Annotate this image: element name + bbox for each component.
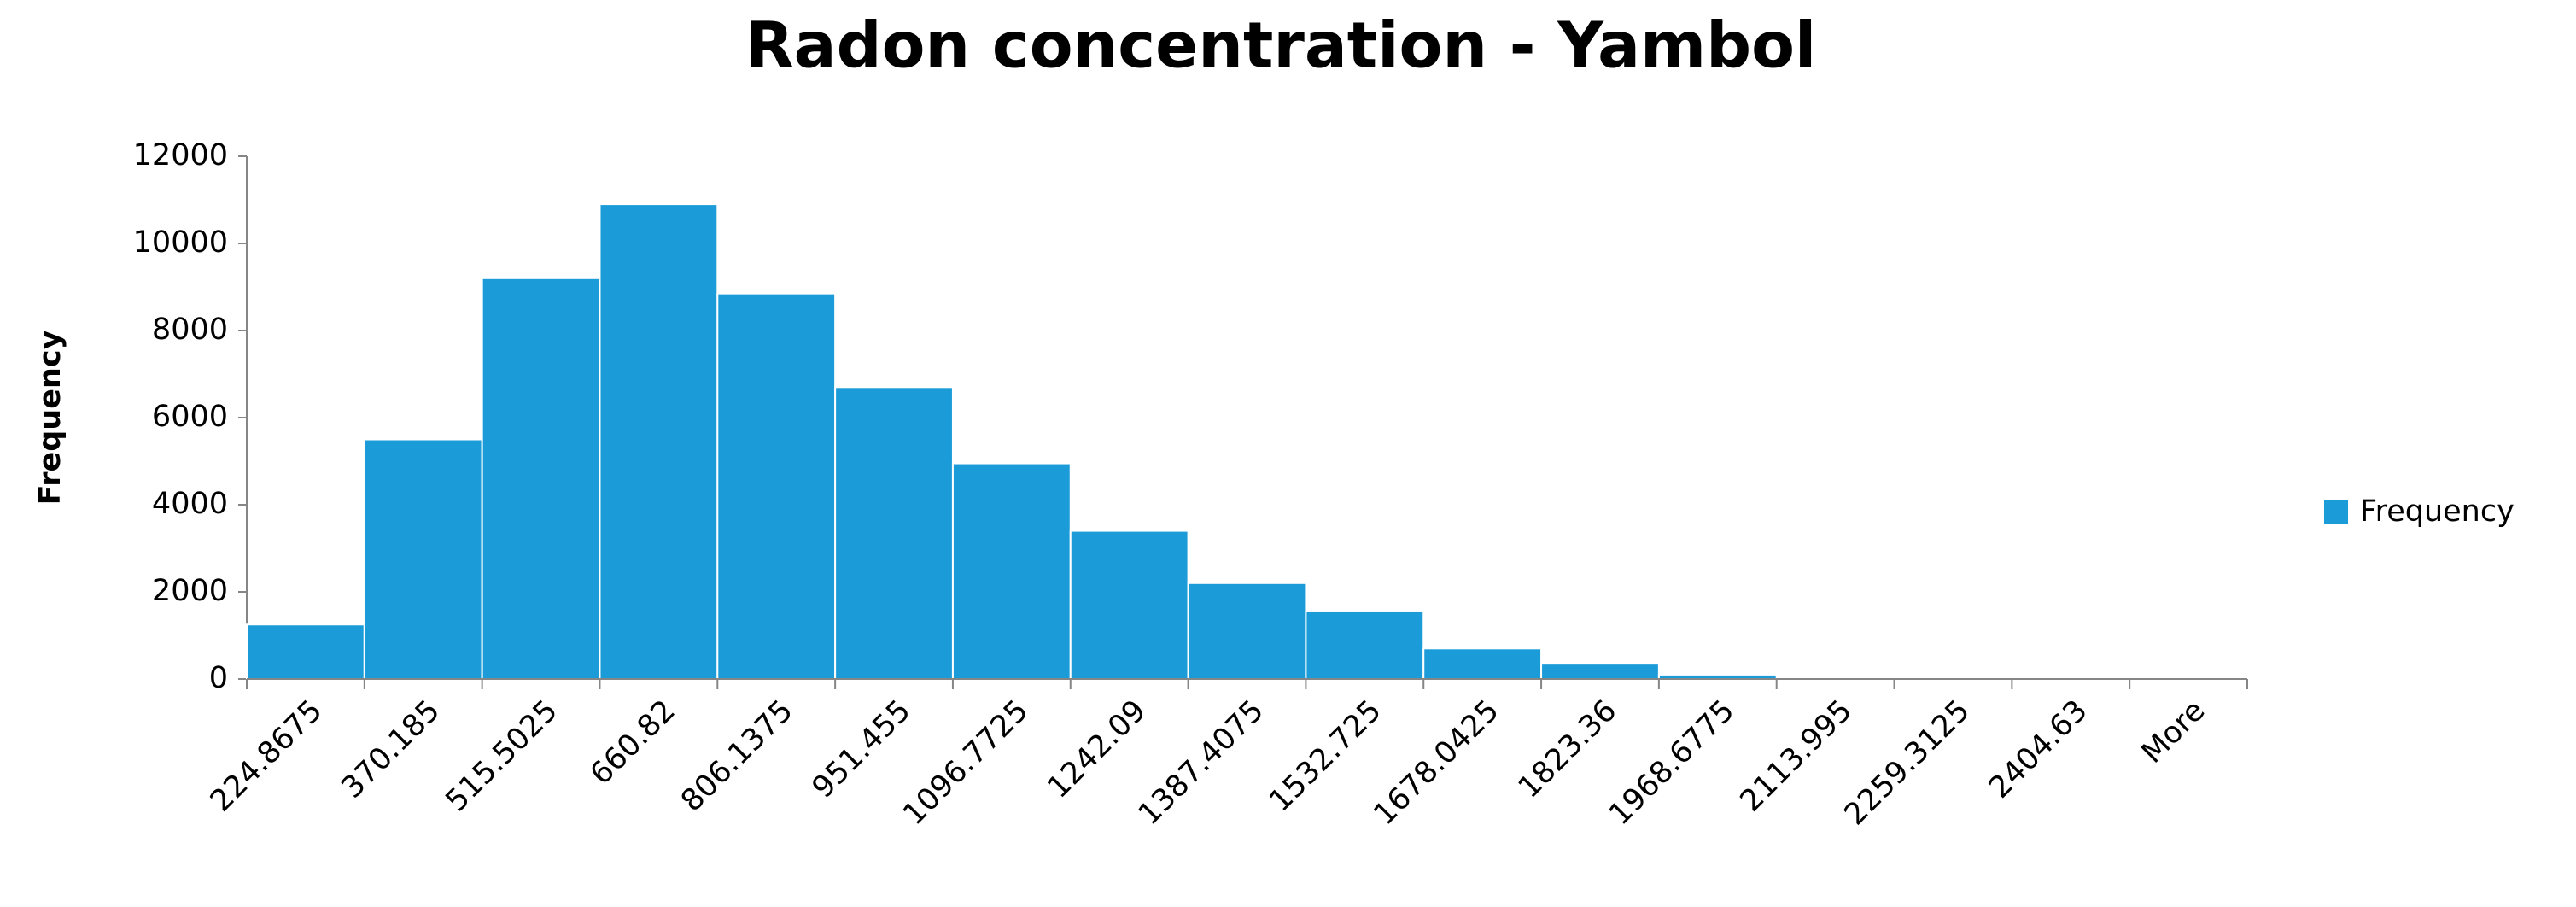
y-tick-label: 0	[209, 661, 228, 695]
bar	[363, 438, 483, 680]
bar	[1187, 582, 1307, 680]
y-tick-label: 4000	[152, 487, 228, 521]
x-tick-label: 370.185	[336, 693, 447, 805]
x-tick-label: 2404.63	[1983, 693, 2094, 805]
x-tick-label: More	[2135, 693, 2212, 770]
bar	[951, 462, 1072, 680]
x-tick-label: 1678.0425	[1367, 693, 1505, 832]
x-tick-label: 660.82	[584, 693, 682, 792]
y-tick-label: 12000	[133, 138, 228, 173]
bar	[1422, 647, 1543, 680]
bar	[834, 386, 954, 680]
y-tick-label: 2000	[152, 574, 228, 608]
x-tick-label: 1242.09	[1041, 693, 1153, 805]
y-tick-label: 8000	[152, 313, 228, 347]
x-tick-label: 1823.36	[1512, 693, 1624, 805]
x-tick-label: 2259.3125	[1838, 693, 1977, 832]
bar	[599, 203, 719, 681]
bar	[481, 277, 601, 680]
chart-title: Radon concentration - Yambol	[745, 9, 1817, 83]
bar	[246, 623, 365, 680]
x-tick-label: 515.5025	[440, 693, 564, 818]
legend-swatch	[2324, 500, 2348, 524]
bar	[1305, 610, 1425, 681]
y-tick-label: 10000	[133, 225, 228, 260]
x-tick-label: 951.455	[806, 693, 918, 805]
legend-label: Frequency	[2360, 494, 2515, 529]
x-tick-label: 2113.995	[1734, 693, 1859, 818]
bar	[1540, 663, 1660, 681]
x-tick-label: 1968.6775	[1603, 693, 1741, 832]
x-tick-label: 806.1375	[675, 693, 799, 818]
bar	[1069, 530, 1189, 680]
x-tick-label: 1096.7725	[897, 693, 1035, 832]
x-tick-label: 1532.725	[1263, 693, 1387, 818]
x-tick-label: 1387.4075	[1132, 693, 1270, 832]
bar	[716, 292, 837, 680]
x-tick-label: 224.8675	[204, 693, 329, 818]
y-tick-label: 6000	[152, 400, 228, 434]
y-axis-label: Frequency	[33, 330, 67, 505]
